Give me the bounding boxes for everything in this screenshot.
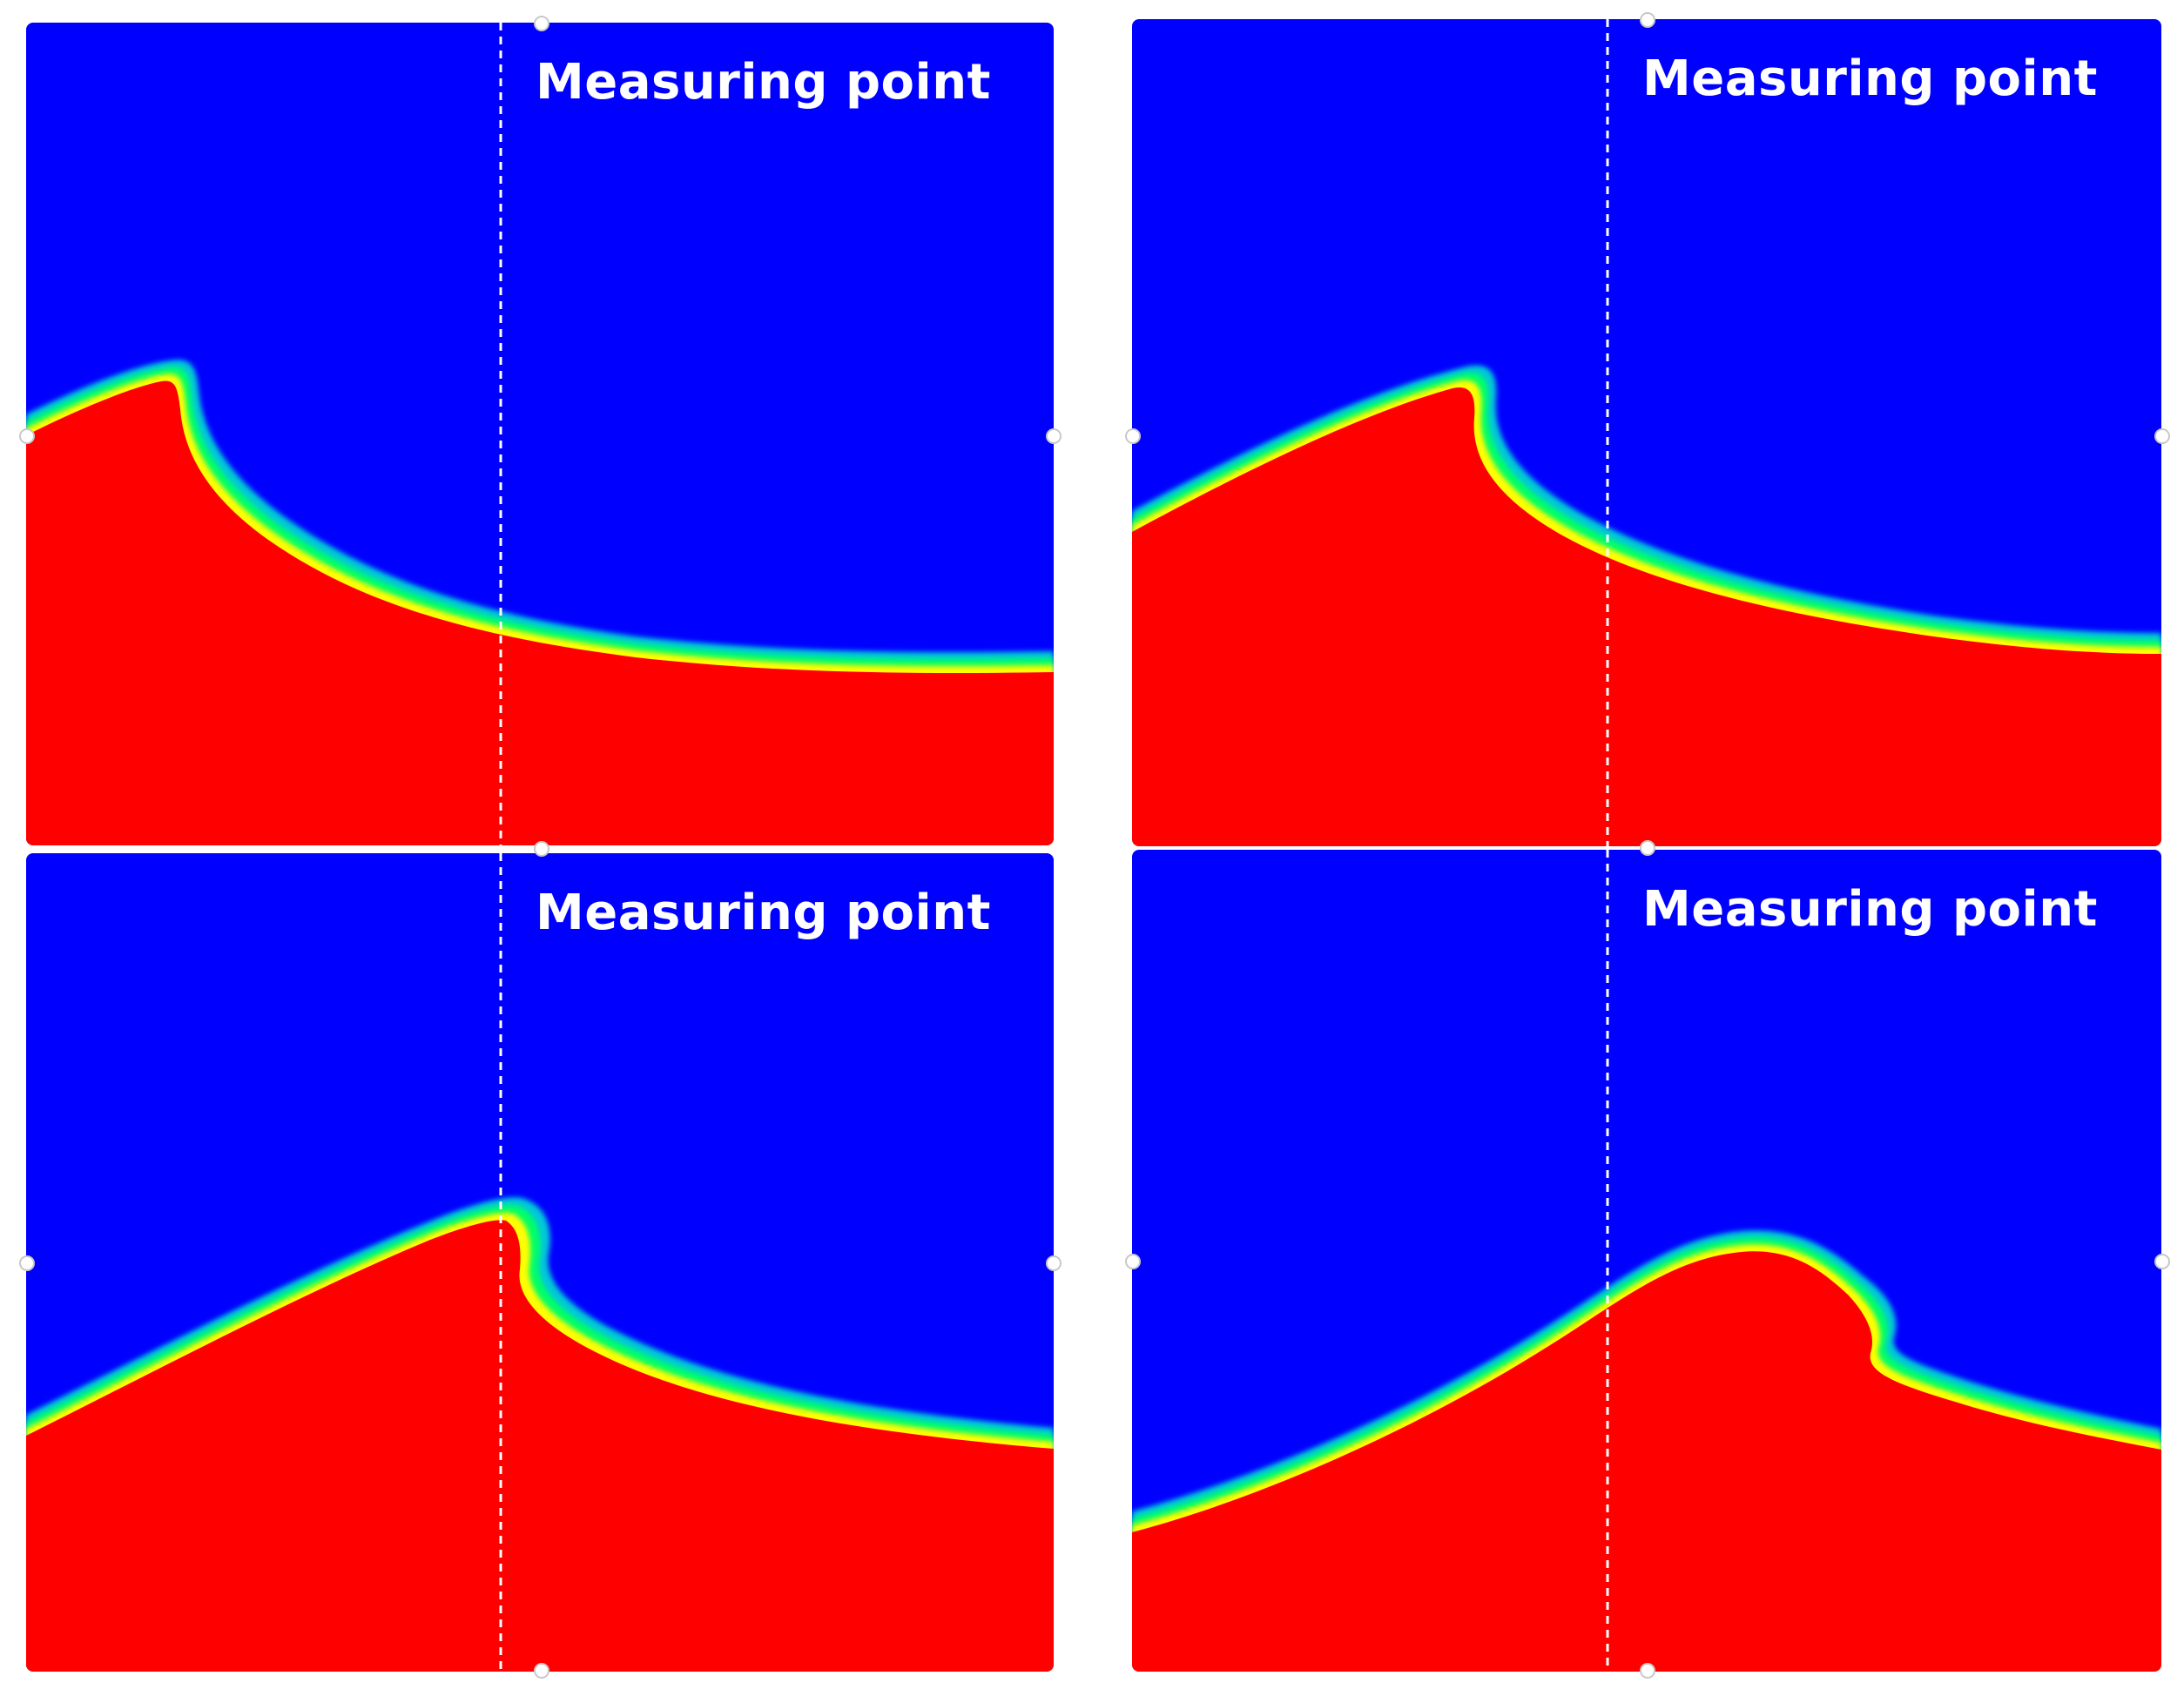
panel-bottom-right-field bbox=[1132, 850, 2161, 1672]
frame-handle[interactable] bbox=[1125, 428, 1141, 444]
frame-handle[interactable] bbox=[1046, 428, 1062, 444]
water-region bbox=[26, 1220, 1054, 1672]
panel-top-left: Measuring point bbox=[26, 23, 1054, 845]
frame-handle[interactable] bbox=[1640, 12, 1655, 28]
measuring-point-label: Measuring point bbox=[536, 885, 991, 941]
frame-handle[interactable] bbox=[1640, 840, 1655, 856]
frame-handle[interactable] bbox=[19, 1255, 35, 1271]
measuring-point-label: Measuring point bbox=[536, 54, 991, 111]
measuring-point-label: Measuring point bbox=[1642, 50, 2098, 107]
frame-handle[interactable] bbox=[1125, 1254, 1141, 1269]
frame-handle[interactable] bbox=[1046, 1255, 1062, 1271]
frame-handle[interactable] bbox=[534, 1663, 549, 1679]
frame-handle[interactable] bbox=[2154, 428, 2170, 444]
measuring-point-label: Measuring point bbox=[1642, 881, 2098, 938]
panel-bottom-left-field bbox=[26, 853, 1054, 1672]
panel-bottom-left: Measuring point bbox=[26, 853, 1054, 1672]
frame-handle[interactable] bbox=[534, 16, 549, 31]
water-region bbox=[1132, 1251, 2161, 1672]
panel-bottom-right: Measuring point bbox=[1132, 850, 2161, 1672]
panel-top-right: Measuring point bbox=[1132, 19, 2161, 846]
frame-handle[interactable] bbox=[19, 428, 35, 444]
frame-handle[interactable] bbox=[1640, 1663, 1655, 1679]
frame-handle[interactable] bbox=[2154, 1254, 2170, 1269]
water-region bbox=[26, 380, 1054, 845]
panel-top-right-field bbox=[1132, 19, 2161, 846]
panel-top-left-field bbox=[26, 23, 1054, 845]
frame-handle[interactable] bbox=[534, 841, 549, 857]
water-region bbox=[1132, 387, 2161, 846]
